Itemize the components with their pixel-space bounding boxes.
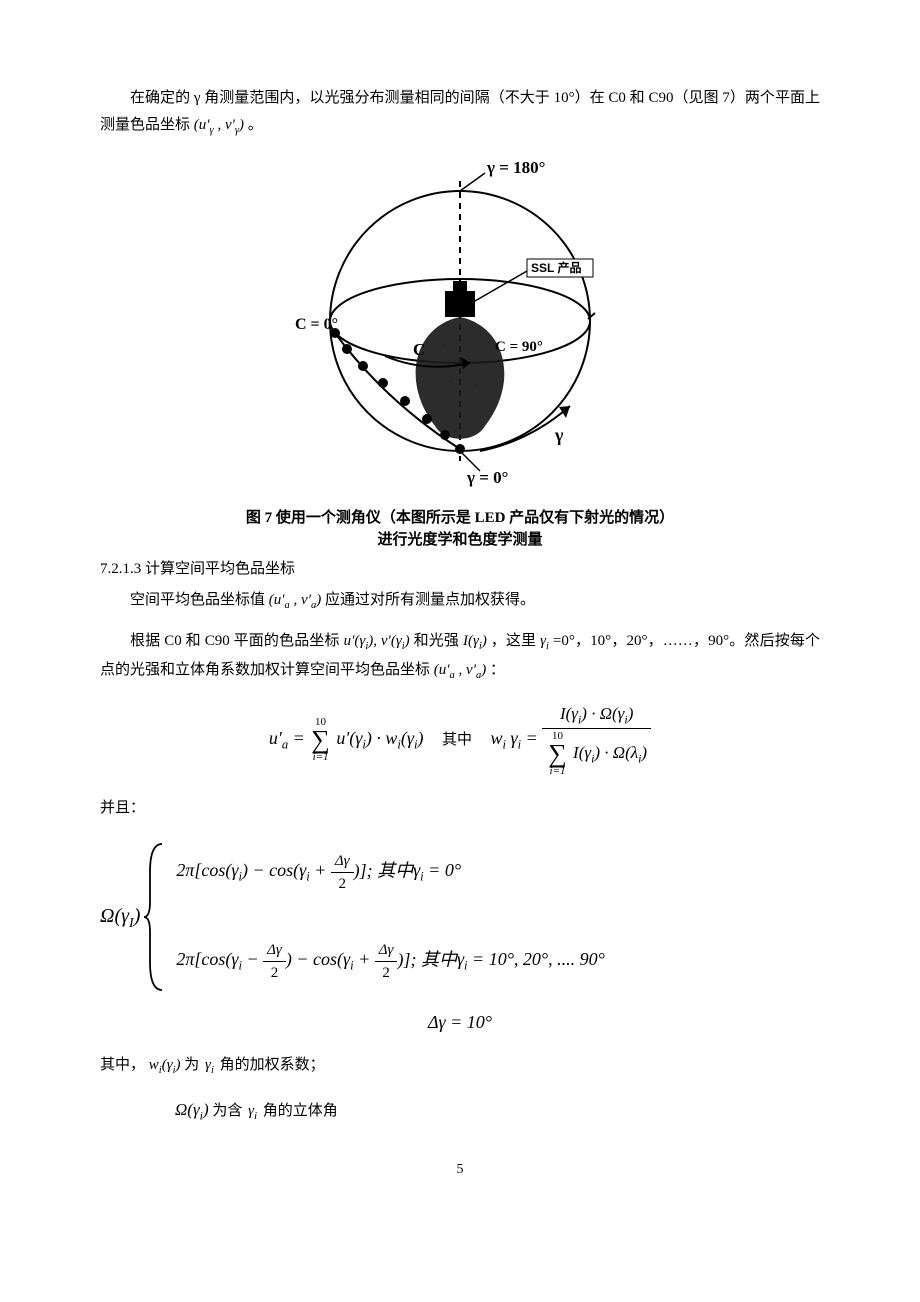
definitions: 其中， wi(γi) 为 γi 角的加权系数； Ω(γi) 为含 γi 角的立体…	[100, 1052, 820, 1127]
def-solid-angle: Ω(γi) 为含 γi 角的立体角	[175, 1095, 820, 1127]
label-ssl: SSL 产品	[531, 260, 581, 275]
page: 在确定的 γ 角测量范围内，以光强分布测量相同的间隔（不大于 10°）在 C0 …	[0, 0, 920, 1222]
equation-omega-cases: Ω(γI) 2π[cos(γi) − cos(γi + Δγ2)]; 其中γi …	[100, 842, 820, 1038]
and-label: 并且：	[100, 795, 820, 822]
label-gamma-0: γ = 0°	[466, 468, 508, 487]
figure-7-caption: 图 7 使用一个测角仪（本图所示是 LED 产品仅有下射光的情况） 进行光度学和…	[100, 507, 820, 552]
text: 。	[248, 117, 263, 133]
def-weight: 其中， wi(γi) 为 γi 角的加权系数；	[100, 1052, 820, 1081]
paragraph-weighting: 根据 C0 和 C90 平面的色品坐标 u′(γi), v′(γi) 和光强 I…	[100, 628, 820, 686]
label-c-arrow: C	[413, 340, 425, 359]
case-gamma-other: 2π[cos(γi − Δγ2) − cos(γi + Δγ2)]; 其中γi …	[176, 941, 604, 982]
label-gamma-arrow: γ	[554, 425, 564, 445]
formula-uv-gamma: (u′γ , v′γ)	[194, 117, 244, 133]
case-gamma-0: 2π[cos(γi) − cos(γi + Δγ2)]; 其中γi = 0°	[176, 852, 604, 893]
delta-gamma: Δγ = 10°	[100, 1006, 820, 1038]
label-gamma-180: γ = 180°	[486, 158, 545, 177]
goniometer-diagram: SSL 产品	[295, 151, 625, 491]
omega-lhs: Ω(γI)	[100, 898, 144, 936]
label-c0: C = 0°	[295, 316, 338, 333]
brace-icon	[144, 842, 168, 992]
paragraph-avg-coord: 空间平均色品坐标值 (u′a , v′a) 应通过对所有测量点加权获得。	[100, 587, 820, 616]
section-7-2-1-3: 7.2.1.3 计算空间平均色品坐标	[100, 556, 820, 583]
equation-weighted-avg: u′a = 10 ∑ i=1 u′(γi) · wi(γi) 其中 wi γi …	[100, 704, 820, 777]
paragraph-intro: 在确定的 γ 角测量范围内，以光强分布测量相同的间隔（不大于 10°）在 C0 …	[100, 85, 820, 141]
label-c90: C = 90°	[495, 339, 543, 355]
figure-7: SSL 产品	[100, 151, 820, 501]
page-number: 5	[100, 1157, 820, 1182]
formula-ua-va: (u′a , v′a)	[269, 592, 321, 608]
